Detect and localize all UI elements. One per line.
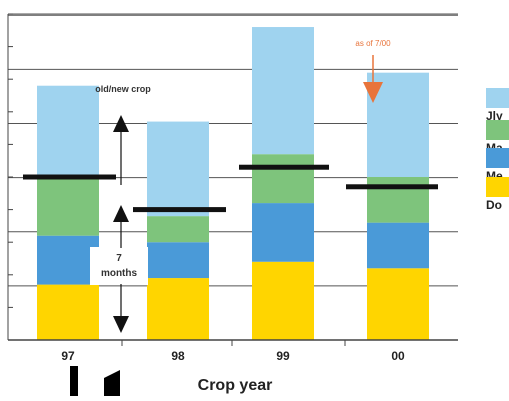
- bar-segment-dec-feb-00: [367, 268, 429, 340]
- as-of-label: as of 7/00: [355, 39, 391, 48]
- old-new-crop-mark: [133, 207, 226, 213]
- bar-segment-dec-feb-99: [252, 261, 314, 340]
- x-tick-label: 99: [276, 349, 290, 363]
- legend-swatch-sep-nov: [486, 88, 509, 108]
- as-of-arrow-head: [363, 82, 383, 103]
- legend-swatch-dec-feb: [486, 177, 509, 197]
- cropped-glyph-arrow: [104, 370, 120, 396]
- bar-segment-mar-may-99: [252, 203, 314, 262]
- bar-segment-jun-aug-00: [367, 177, 429, 223]
- legend-label: Do: [486, 198, 502, 212]
- bar-segment-mar-may-98: [147, 242, 209, 279]
- bar-segment-dec-feb-98: [147, 278, 209, 340]
- bar-segment-mar-may-00: [367, 222, 429, 269]
- old-new-crop-mark: [239, 164, 329, 170]
- months-label-box: [90, 247, 148, 285]
- x-axis-title: Crop year: [198, 377, 273, 394]
- old-new-crop-mark: [23, 174, 116, 180]
- bar-segment-mar-may-97: [37, 235, 99, 285]
- bar-segment-jun-aug-97: [37, 177, 99, 236]
- legend: JlyMaMeDo: [486, 88, 509, 212]
- legend-swatch-jun-aug: [486, 120, 509, 140]
- cropped-glyph-bar: [70, 366, 78, 396]
- arrow-up-upper: [113, 115, 129, 132]
- arrow-up-lower: [113, 205, 129, 222]
- seven-label: 7: [116, 253, 122, 264]
- old-new-crop-label: old/new crop: [95, 84, 151, 94]
- x-tick-label: 98: [171, 349, 185, 363]
- old-new-crop-marks: [23, 164, 438, 213]
- bar-segment-dec-feb-97: [37, 284, 99, 340]
- cropped-glyphs: [70, 366, 120, 396]
- arrow-down-bottom: [113, 316, 129, 333]
- arrows: [113, 55, 383, 333]
- bars: [37, 27, 429, 340]
- x-tick-label: 00: [391, 349, 405, 363]
- months-label: months: [101, 268, 138, 279]
- legend-swatch-mar-may: [486, 148, 509, 168]
- legend-label: Jly: [486, 109, 503, 123]
- bar-segment-sep-nov-97: [37, 85, 99, 177]
- axes: 97 98 99 00: [7, 13, 458, 363]
- bar-segment-jun-aug-98: [147, 216, 209, 243]
- bar-segment-sep-nov-98: [147, 121, 209, 217]
- old-new-crop-mark: [346, 184, 438, 190]
- bar-segment-jun-aug-99: [252, 154, 314, 204]
- bar-segment-sep-nov-99: [252, 27, 314, 155]
- annotations: old/new crop as of 7/00 7 months Crop ye…: [90, 39, 391, 394]
- x-tick-label: 97: [61, 349, 75, 363]
